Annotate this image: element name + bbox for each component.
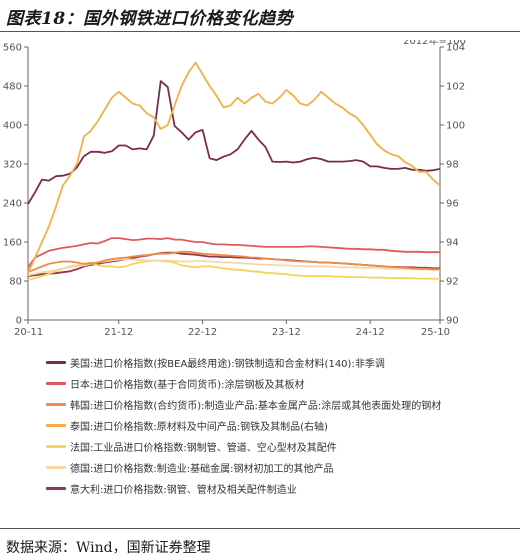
legend-label: 韩国:进口价格指数(合约货币):制造业产品:基本金属产品:涂层或其他表面处理的钢… xyxy=(70,401,442,412)
chart-legend: 美国:进口价格指数(按BEA最终用途):钢铁制造和合金材料(140):非季调 日本… xyxy=(46,352,516,499)
legend-label: 法国:工业品进口价格指数:钢制管、管道、空心型材及其配件 xyxy=(70,443,337,454)
legend-item: 法国:工业品进口价格指数:钢制管、管道、空心型材及其配件 xyxy=(46,436,516,457)
legend-label: 泰国:进口价格指数:原材料及中间产品:钢铁及其制品(右轴) xyxy=(70,422,328,433)
right-axis-note: 2012年=100 xyxy=(403,40,466,47)
left-tick-label: 400 xyxy=(3,121,22,132)
x-tick-label: 21-12 xyxy=(104,327,133,338)
legend-swatch xyxy=(46,382,66,385)
right-tick-label: 100 xyxy=(446,121,465,132)
chart-title: 图表18：国外钢铁进口价格变化趋势 xyxy=(6,9,294,29)
right-tick-label: 102 xyxy=(446,82,465,93)
series-line-3 xyxy=(27,61,441,274)
legend-item: 美国:进口价格指数(按BEA最终用途):钢铁制造和合金材料(140):非季调 xyxy=(46,352,516,373)
legend-swatch xyxy=(46,361,66,364)
legend-item: 日本:进口价格指数(基于合同货币):涂层钢板及其板材 xyxy=(46,373,516,394)
legend-swatch xyxy=(46,445,66,448)
legend-swatch xyxy=(46,487,66,490)
chart-series xyxy=(27,61,441,281)
top-divider xyxy=(0,31,520,32)
legend-item: 意大利:进口价格指数:钢管、管材及相关配件制造业 xyxy=(46,478,516,499)
legend-swatch xyxy=(46,466,66,469)
chart-axes xyxy=(24,46,444,324)
bottom-divider xyxy=(0,528,520,529)
left-tick-label: 80 xyxy=(9,277,22,288)
x-tick-label: 23-12 xyxy=(272,327,301,338)
legend-label: 日本:进口价格指数(基于合同货币):涂层钢板及其板材 xyxy=(70,380,305,391)
legend-label: 美国:进口价格指数(按BEA最终用途):钢铁制造和合金材料(140):非季调 xyxy=(70,359,385,370)
legend-item: 韩国:进口价格指数(合约货币):制造业产品:基本金属产品:涂层或其他表面处理的钢… xyxy=(46,394,516,415)
chart-labels: 0 80 160 240 320 400 480 560 90 92 94 96 98 100 102 104… xyxy=(3,40,466,338)
x-tick-label: 22-12 xyxy=(188,327,217,338)
right-tick-label: 98 xyxy=(446,160,459,171)
line-chart: 0 80 160 240 320 400 480 560 90 92 94 96 98 100 102 104… xyxy=(3,40,466,338)
x-tick-label: 24-12 xyxy=(356,327,385,338)
right-tick-label: 94 xyxy=(446,238,459,249)
legend-label: 德国:进口价格指数:制造业:基础金属:钢材初加工的其他产品 xyxy=(70,464,334,475)
series-line-2 xyxy=(27,250,440,274)
legend-item: 德国:进口价格指数:制造业:基础金属:钢材初加工的其他产品 xyxy=(46,457,516,478)
right-tick-label: 90 xyxy=(446,316,459,327)
left-tick-label: 240 xyxy=(3,199,22,210)
legend-item: 泰国:进口价格指数:原材料及中间产品:钢铁及其制品(右轴) xyxy=(46,415,516,436)
x-tick-label: 20-11 xyxy=(14,327,43,338)
left-tick-label: 480 xyxy=(3,82,22,93)
left-tick-label: 0 xyxy=(16,316,22,327)
series-line-1 xyxy=(27,237,440,268)
data-source: 数据来源：Wind，国新证券整理 xyxy=(6,540,211,556)
left-tick-label: 560 xyxy=(3,43,22,54)
right-tick-label: 96 xyxy=(446,199,459,210)
legend-label: 意大利:进口价格指数:钢管、管材及相关配件制造业 xyxy=(70,485,297,496)
legend-swatch xyxy=(46,403,66,406)
x-tick-label: 25-10 xyxy=(421,327,450,338)
legend-swatch xyxy=(46,424,66,427)
right-tick-label: 92 xyxy=(446,277,459,288)
series-line-4 xyxy=(27,259,441,281)
right-tick-label: 104 xyxy=(446,43,465,54)
series-line-0 xyxy=(27,80,441,205)
series-line-5 xyxy=(27,258,440,277)
left-tick-label: 320 xyxy=(3,160,22,171)
left-tick-label: 160 xyxy=(3,238,22,249)
